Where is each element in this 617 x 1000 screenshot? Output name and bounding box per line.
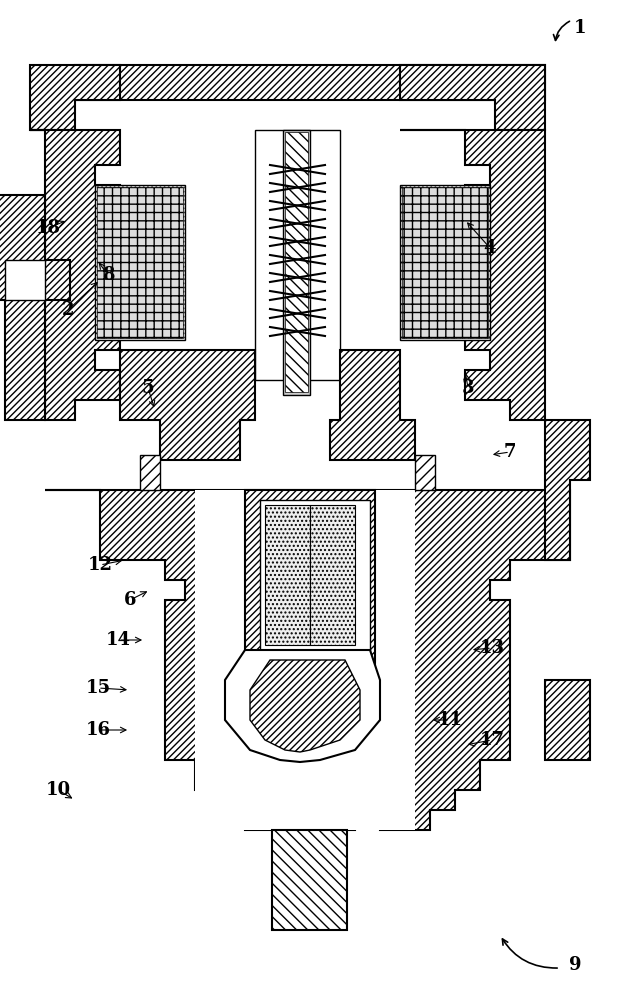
Text: 17: 17: [479, 731, 505, 749]
Text: 12: 12: [88, 556, 112, 574]
Polygon shape: [330, 350, 415, 460]
Polygon shape: [5, 260, 45, 300]
Bar: [245, 490, 375, 670]
Polygon shape: [545, 680, 590, 760]
Text: 15: 15: [85, 679, 110, 697]
Polygon shape: [250, 660, 360, 752]
Polygon shape: [400, 65, 545, 130]
Text: 2: 2: [62, 301, 74, 319]
Text: 16: 16: [86, 721, 110, 739]
Text: 7: 7: [503, 443, 516, 461]
Bar: [75, 65, 545, 100]
Text: 6: 6: [124, 591, 136, 609]
Bar: [95, 185, 185, 340]
Polygon shape: [545, 420, 590, 560]
Polygon shape: [195, 490, 415, 830]
Text: 5: 5: [142, 379, 154, 397]
Text: 9: 9: [569, 956, 581, 974]
Text: 10: 10: [46, 781, 70, 799]
Polygon shape: [30, 65, 120, 130]
Text: 11: 11: [437, 711, 463, 729]
Bar: [400, 185, 490, 340]
Polygon shape: [120, 350, 255, 460]
Text: 3: 3: [462, 379, 474, 397]
Bar: [415, 455, 435, 490]
Text: 1: 1: [574, 19, 586, 37]
Bar: [285, 132, 308, 392]
Text: 14: 14: [106, 631, 131, 649]
Polygon shape: [283, 130, 310, 395]
Bar: [97, 187, 183, 338]
Polygon shape: [255, 130, 340, 380]
Bar: [402, 187, 488, 338]
Polygon shape: [260, 500, 370, 660]
Bar: [310, 505, 355, 645]
Bar: [265, 505, 310, 645]
Text: 4: 4: [484, 239, 496, 257]
Polygon shape: [225, 650, 380, 762]
Bar: [272, 830, 347, 930]
Polygon shape: [0, 195, 70, 420]
Bar: [140, 455, 160, 490]
Polygon shape: [45, 490, 570, 830]
Text: 18: 18: [36, 219, 60, 237]
Text: 8: 8: [102, 266, 114, 284]
Text: 13: 13: [479, 639, 505, 657]
Polygon shape: [30, 130, 120, 420]
Polygon shape: [400, 130, 545, 420]
